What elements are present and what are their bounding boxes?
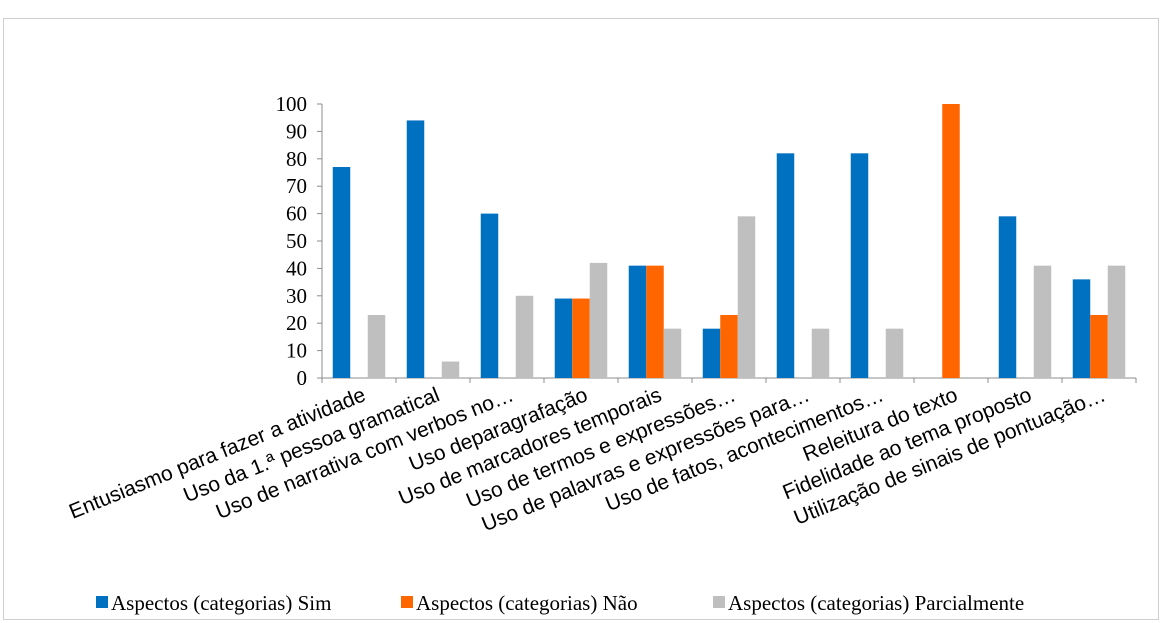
y-tick-label: 80 — [286, 147, 307, 171]
y-tick-label: 70 — [286, 174, 307, 198]
bar-parcialmente — [515, 295, 534, 378]
y-tick-label: 20 — [286, 311, 307, 335]
bar-parcialmente — [737, 216, 756, 378]
bar-parcialmente — [589, 262, 608, 378]
y-tick-label: 60 — [286, 202, 307, 226]
bar-sim — [406, 120, 425, 378]
bar-nao — [720, 314, 738, 378]
legend-swatch — [713, 596, 725, 608]
bar-parcialmente — [811, 328, 830, 378]
legend-swatch — [401, 596, 413, 608]
bar-nao — [646, 265, 664, 378]
bar-sim — [480, 213, 499, 378]
bar-sim — [702, 328, 721, 378]
bar-parcialmente — [441, 361, 460, 378]
y-tick-label: 10 — [286, 339, 307, 363]
y-tick-label: 30 — [286, 284, 307, 308]
legend-label: Aspectos (categorias) Sim — [111, 591, 331, 615]
y-tick-label: 100 — [276, 92, 308, 116]
y-tick-label: 90 — [286, 119, 307, 143]
legend-label: Aspectos (categorias) Não — [416, 591, 638, 615]
y-tick-label: 0 — [297, 366, 308, 390]
bar-nao — [1090, 314, 1108, 378]
bar-sim — [998, 216, 1017, 378]
bar-sim — [776, 153, 795, 378]
bar-parcialmente — [885, 328, 904, 378]
bar-sim — [628, 265, 647, 378]
bar-sim — [850, 153, 869, 378]
bar-parcialmente — [1033, 265, 1052, 378]
legend-swatch — [96, 596, 108, 608]
bar-parcialmente — [1107, 265, 1126, 378]
bar-nao — [942, 104, 960, 378]
legend-label: Aspectos (categorias) Parcialmente — [728, 591, 1024, 615]
bar-parcialmente — [367, 314, 386, 378]
bar-sim — [554, 298, 573, 378]
bar-sim — [1072, 279, 1091, 378]
bar-sim — [332, 167, 351, 378]
y-tick-label: 40 — [286, 256, 307, 280]
bar-nao — [572, 298, 590, 378]
y-tick-label: 50 — [286, 229, 307, 253]
bar-parcialmente — [663, 328, 682, 378]
